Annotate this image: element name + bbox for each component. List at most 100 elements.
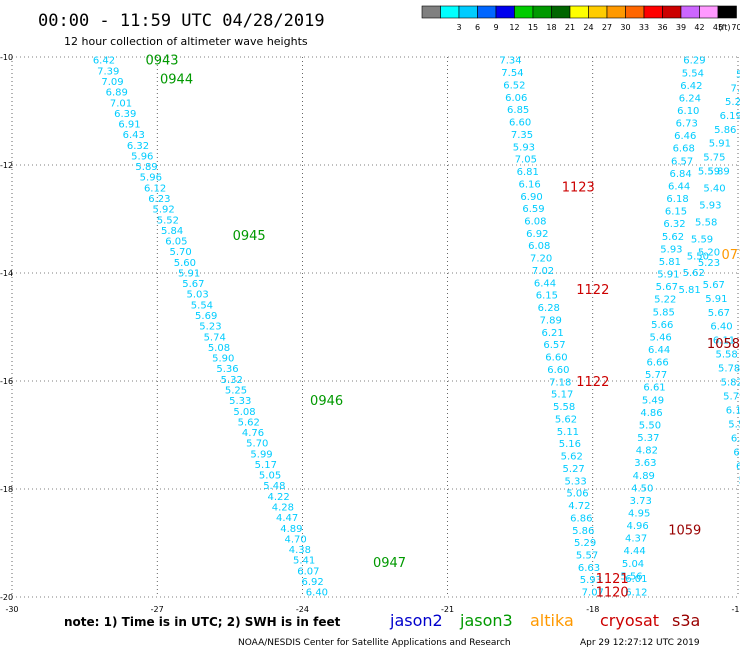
x-tick-label: -27 bbox=[151, 605, 164, 614]
wave-height-point: 6.86 bbox=[570, 513, 592, 524]
wave-height-point: 5.57 bbox=[576, 550, 598, 561]
scale-tick-label: 27 bbox=[602, 23, 612, 32]
wave-height-point: 5.48 bbox=[263, 481, 285, 492]
wave-height-point: 6.91 bbox=[118, 120, 140, 131]
wave-height-values: 6.427.397.096.897.016.396.916.436.325.96… bbox=[93, 56, 740, 599]
wave-height-point: 5.57 bbox=[728, 420, 740, 431]
scale-swatch bbox=[625, 5, 645, 19]
wave-height-point: 5.49 bbox=[642, 395, 664, 406]
wave-height-point: 5.62 bbox=[561, 452, 583, 463]
y-tick-label: -10 bbox=[0, 53, 13, 62]
scale-swatch bbox=[440, 5, 460, 19]
chart-subtitle: 12 hour collection of altimeter wave hei… bbox=[64, 35, 308, 48]
wave-height-point: 6.18 bbox=[666, 194, 688, 205]
pass-time-label: 1122 bbox=[576, 375, 609, 390]
wave-height-point: 5.93 bbox=[699, 200, 721, 211]
wave-height-point: 5.75 bbox=[703, 153, 725, 164]
scale-tick-label: 30 bbox=[620, 23, 630, 32]
wave-height-point: 6.42 bbox=[680, 81, 702, 92]
wave-height-point: 6.06 bbox=[505, 93, 527, 104]
wave-height-point: 4.38 bbox=[289, 545, 311, 556]
pass-time-label: 1120 bbox=[596, 586, 629, 601]
wave-height-point: 5.40 bbox=[703, 183, 725, 194]
wave-height-point: 5.59 bbox=[691, 234, 713, 245]
wave-height-point: 6.08 bbox=[528, 241, 550, 252]
wave-height-point: 7.01 bbox=[110, 98, 132, 109]
wave-height-point: 6.91 bbox=[733, 448, 740, 459]
wave-height-point: 4.28 bbox=[272, 502, 294, 513]
wave-height-point: 6.60 bbox=[545, 353, 567, 364]
wave-height-point: 4.82 bbox=[636, 446, 658, 457]
wave-height-point: 7.35 bbox=[511, 130, 533, 141]
wave-height-point: 5.93 bbox=[513, 142, 535, 153]
wave-height-point: 5.58 bbox=[553, 402, 575, 413]
wave-height-point: 4.89 bbox=[633, 471, 655, 482]
wave-height-point: 4.96 bbox=[627, 521, 649, 532]
wave-height-point: 6.44 bbox=[648, 345, 670, 356]
color-scale-legend: 3 6 9 12 15 18 21 24 27 30 33 36 39 42 45 70(ft) bbox=[421, 5, 740, 32]
wave-height-point: 5.86 bbox=[572, 526, 594, 537]
wave-height-point: 5.29 bbox=[574, 538, 596, 549]
scale-tick-label: 33 bbox=[639, 23, 649, 32]
wave-height-point: 5.67 bbox=[656, 282, 678, 293]
scale-swatch bbox=[606, 5, 626, 19]
wave-height-point: 5.67 bbox=[703, 280, 725, 291]
wave-height-point: 6.76 bbox=[731, 434, 740, 445]
plot-grid bbox=[11, 56, 739, 598]
scale-tick-label: 12 bbox=[509, 23, 519, 32]
wave-height-point: 5.66 bbox=[651, 320, 673, 331]
pass-time-label: 0711 bbox=[721, 248, 740, 263]
wave-height-point: 6.90 bbox=[520, 192, 542, 203]
wave-height-point: 5.92 bbox=[152, 205, 174, 216]
y-tick-label: -14 bbox=[0, 269, 13, 278]
wave-height-point: 6.46 bbox=[674, 131, 696, 142]
scale-swatch bbox=[551, 5, 571, 19]
wave-height-point: 6.12 bbox=[625, 588, 647, 599]
wave-height-point: 5.52 bbox=[157, 215, 179, 226]
wave-height-point: 6.92 bbox=[302, 577, 324, 588]
wave-height-point: 4.50 bbox=[631, 483, 653, 494]
wave-height-point: 4.70 bbox=[284, 534, 306, 545]
wave-height-point: 5.62 bbox=[555, 414, 577, 425]
wave-height-point: 4.86 bbox=[640, 408, 662, 419]
wave-height-point: 5.08 bbox=[208, 343, 230, 354]
wave-height-point: 5.99 bbox=[250, 449, 272, 460]
wave-height-point: 5.58 bbox=[695, 217, 717, 228]
scale-tick-label: 9 bbox=[493, 23, 498, 32]
y-tick-label: -12 bbox=[0, 161, 13, 170]
wave-height-point: 7.18 bbox=[549, 377, 571, 388]
wave-height-point: 6.12 bbox=[144, 183, 166, 194]
wave-height-point: 5.25 bbox=[225, 385, 247, 396]
scale-tick-label: 39 bbox=[676, 23, 686, 32]
pass-time-label: 0943 bbox=[145, 54, 178, 69]
wave-height-point: 5.03 bbox=[187, 290, 209, 301]
wave-height-point: 6.68 bbox=[673, 144, 695, 155]
wave-height-point: 6.11 bbox=[713, 336, 735, 347]
wave-height-point: 5.91 bbox=[705, 294, 727, 305]
wave-height-point: 6.15 bbox=[665, 207, 687, 218]
wave-height-point: 5.81 bbox=[659, 257, 681, 268]
wave-height-point: 6.81 bbox=[517, 167, 539, 178]
satellite-legend: jason2 jason3 altika cryosat s3a bbox=[389, 611, 700, 630]
wave-height-point: 6.18 bbox=[726, 406, 740, 417]
x-tick-label: -30 bbox=[5, 605, 18, 614]
wave-height-point: 5.93 bbox=[580, 575, 602, 586]
pass-time-labels: 0943 0944 0945 0946 0947 1123 1122 1122 11211120… bbox=[145, 54, 740, 601]
scale-tick-label: 21 bbox=[565, 23, 575, 32]
wave-height-point: 5.91 bbox=[657, 270, 679, 281]
wave-height-point: 5.16 bbox=[559, 439, 581, 450]
wave-height-point: 6.84 bbox=[669, 169, 691, 180]
wave-height-point: 5.20 bbox=[725, 97, 740, 108]
wave-height-point: 6.66 bbox=[646, 358, 668, 369]
wave-height-point: 7.20 bbox=[530, 254, 552, 265]
wave-height-point: 6.32 bbox=[127, 141, 149, 152]
footer-note: note: 1) Time is in UTC; 2) SWH is in fe… bbox=[64, 615, 341, 629]
wave-height-point: 5.58 bbox=[715, 350, 737, 361]
wave-height-point: 5.41 bbox=[293, 556, 315, 567]
wave-height-point: 6.19 bbox=[720, 111, 740, 122]
y-tick-label: -18 bbox=[0, 485, 13, 494]
wave-height-point: 6.61 bbox=[643, 383, 665, 394]
satellite-legend-entry: jason3 bbox=[459, 611, 513, 630]
wave-height-point: 5.62 bbox=[739, 475, 740, 486]
scale-swatch bbox=[662, 5, 682, 19]
